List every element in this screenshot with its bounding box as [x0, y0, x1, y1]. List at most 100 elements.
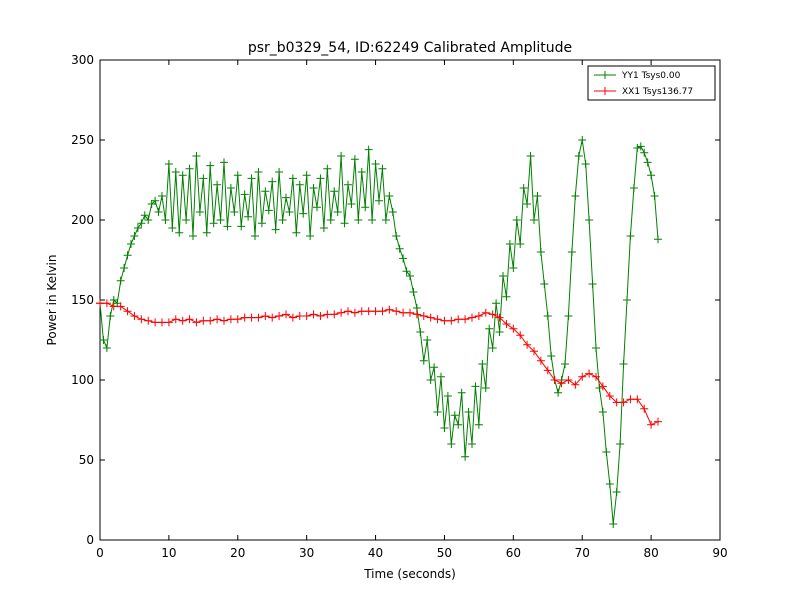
data-point: [385, 305, 394, 314]
data-point: [364, 145, 373, 154]
data-point: [254, 168, 263, 176]
data-point: [182, 216, 191, 224]
data-point: [619, 360, 628, 368]
data-point: [113, 299, 122, 308]
data-point: [127, 240, 135, 248]
data-point: [120, 264, 129, 272]
data-point: [288, 174, 297, 183]
data-point: [406, 308, 414, 317]
data-point: [399, 308, 408, 317]
data-point: [488, 344, 497, 352]
data-point: [333, 208, 342, 216]
data-point: [192, 152, 201, 160]
data-point: [216, 216, 225, 224]
data-point: [426, 376, 435, 384]
data-point: [240, 313, 249, 322]
data-point: [481, 308, 490, 317]
data-point: [633, 144, 642, 152]
data-point: [564, 376, 573, 384]
data-point: [350, 308, 359, 317]
data-point: [226, 184, 235, 192]
data-point: [261, 187, 270, 196]
data-point: [251, 232, 259, 240]
data-point: [337, 308, 346, 317]
data-point: [371, 307, 380, 316]
data-point: [192, 318, 201, 327]
data-point: [206, 316, 215, 325]
data-point: [220, 316, 228, 325]
data-point: [602, 448, 611, 456]
y-tick-label: 250: [71, 133, 94, 147]
data-point: [178, 316, 187, 325]
y-tick-label: 100: [71, 373, 94, 387]
data-point: [371, 160, 380, 168]
data-point: [158, 192, 166, 200]
data-point: [633, 395, 642, 404]
data-point: [102, 299, 111, 308]
data-point: [323, 164, 332, 173]
data-point: [354, 216, 363, 224]
legend: YY1 Tsys0.00 XX1 Tsys136.77: [587, 65, 716, 101]
data-point: [412, 310, 421, 319]
data-point: [106, 312, 115, 320]
data-point: [144, 316, 153, 325]
data-point: [392, 232, 401, 240]
data-point: [636, 142, 645, 151]
data-point: [430, 363, 439, 372]
data-point: [330, 187, 339, 196]
data-point: [247, 174, 256, 183]
data-point: [461, 315, 470, 324]
data-point: [395, 244, 404, 253]
data-point: [547, 352, 556, 360]
data-point: [523, 340, 532, 349]
data-point: [540, 280, 549, 288]
data-point: [543, 312, 552, 320]
data-point: [440, 316, 449, 325]
y-tick-label: 300: [71, 53, 94, 67]
data-point: [299, 209, 308, 218]
data-point: [626, 232, 635, 240]
data-point: [171, 168, 180, 176]
x-tick-label: 20: [230, 546, 245, 560]
data-point: [96, 299, 104, 308]
legend-item-2: XX1 Tsys136.77: [594, 87, 693, 97]
y-tick-label: 50: [79, 453, 94, 467]
data-point: [130, 312, 139, 320]
legend-label: YY1 Tsys0.00: [621, 71, 681, 81]
data-point: [585, 369, 594, 378]
data-point: [175, 228, 184, 237]
data-point: [454, 420, 463, 429]
data-point: [640, 148, 649, 157]
data-point: [168, 224, 177, 232]
data-point: [447, 440, 456, 448]
data-point: [282, 193, 290, 202]
data-point: [147, 200, 156, 208]
data-point: [629, 184, 638, 192]
chart-title: psr_b0329_54, ID:62249 Calibrated Amplit…: [248, 40, 572, 56]
data-point: [461, 452, 470, 461]
data-point: [357, 307, 366, 316]
data-point: [309, 310, 318, 319]
data-point: [523, 200, 532, 208]
data-point: [605, 480, 614, 488]
data-point: [275, 312, 284, 320]
data-point: [158, 318, 166, 327]
data-point: [233, 315, 242, 324]
data-point: [209, 219, 218, 228]
data-point: [278, 216, 287, 224]
x-axis-label: Time (seconds): [363, 567, 456, 581]
data-point: [261, 312, 270, 320]
data-point: [478, 360, 487, 368]
data-point: [443, 392, 452, 400]
data-point: [399, 254, 408, 263]
data-point: [640, 404, 649, 413]
y-axis-label: Power in Kelvin: [45, 255, 59, 346]
data-point: [536, 356, 545, 365]
data-point: [598, 382, 607, 391]
data-point: [161, 216, 170, 224]
y-tick-label: 150: [71, 293, 94, 307]
data-point: [433, 408, 442, 416]
data-point: [485, 324, 494, 333]
data-point: [647, 171, 656, 180]
data-point: [285, 208, 294, 216]
